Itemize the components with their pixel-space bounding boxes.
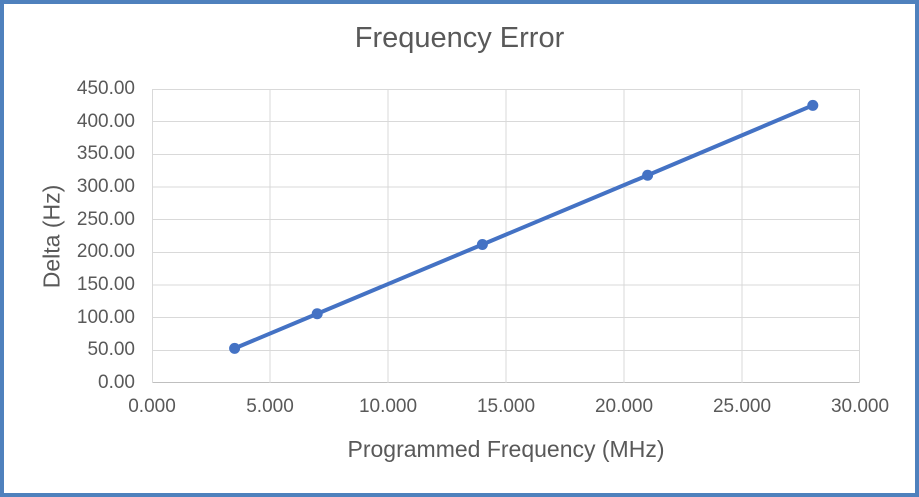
data-point-marker bbox=[642, 169, 654, 181]
y-tick-label: 350.00 bbox=[76, 143, 135, 165]
data-point-marker bbox=[229, 342, 241, 354]
x-tick-label: 0.000 bbox=[128, 396, 176, 417]
y-tick-label: 300.00 bbox=[76, 176, 135, 197]
data-point-marker bbox=[476, 238, 488, 250]
x-tick-label: 25.000 bbox=[712, 396, 772, 417]
x-axis-title: Programmed Frequency (MHz) bbox=[347, 436, 665, 462]
x-tick-label: 30.000 bbox=[830, 396, 890, 417]
y-tick-label: 250.00 bbox=[76, 208, 135, 230]
y-tick-label: 100.00 bbox=[76, 306, 135, 328]
data-point-marker bbox=[311, 308, 323, 320]
data-point-marker bbox=[807, 99, 819, 111]
y-tick-label: 200.00 bbox=[76, 241, 135, 263]
y-tick-label: 0.00 bbox=[98, 372, 135, 393]
x-tick-label: 20.000 bbox=[594, 396, 654, 417]
y-tick-label: 400.00 bbox=[76, 110, 135, 132]
x-tick-label: 10.000 bbox=[358, 396, 418, 417]
y-tick-label: 150.00 bbox=[76, 274, 135, 295]
y-tick-label: 50.00 bbox=[87, 339, 135, 361]
plot-area bbox=[152, 89, 860, 383]
plot-svg bbox=[152, 89, 860, 383]
y-tick-label: 450.00 bbox=[76, 78, 135, 99]
x-tick-label: 5.000 bbox=[246, 396, 294, 417]
x-tick-label: 15.000 bbox=[476, 396, 536, 417]
chart-title: Frequency Error bbox=[354, 22, 565, 54]
